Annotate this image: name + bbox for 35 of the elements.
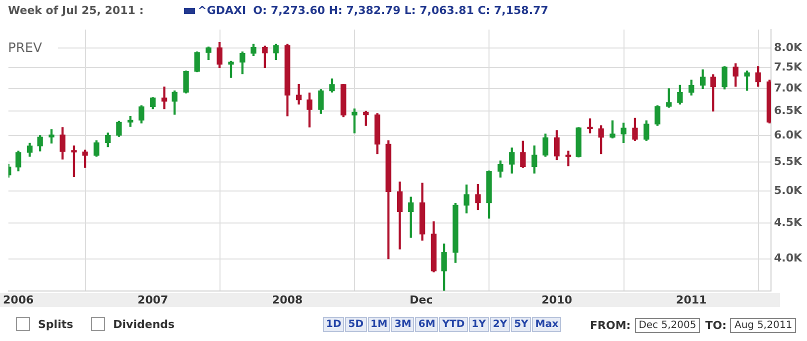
text: Aug 5,2011 bbox=[730, 318, 796, 333]
text: 5D bbox=[345, 317, 367, 332]
text: FROM: bbox=[590, 319, 631, 332]
annotation: PREV bbox=[2, 36, 58, 61]
x-tick-label: 2006 bbox=[3, 293, 34, 306]
y-tick-label: 8.0K bbox=[774, 40, 802, 54]
text: Splits bbox=[37, 317, 74, 331]
x-tick-label: 2007 bbox=[138, 293, 168, 306]
y-tick-label: 4.5K bbox=[774, 216, 802, 229]
text: 1D bbox=[323, 317, 344, 332]
y-tick-label: 5.0K bbox=[774, 184, 802, 197]
y-tick-label: 7.0K bbox=[774, 81, 802, 94]
text: Dec 5,2005 bbox=[634, 318, 700, 333]
y-tick-label: 6.5K bbox=[774, 104, 802, 118]
text: 5Y bbox=[511, 317, 532, 332]
text: 6M bbox=[415, 317, 438, 332]
y-tick-label: 4.0K bbox=[774, 252, 802, 265]
text: 1Y bbox=[468, 317, 489, 332]
y-tick-label: 5.5K bbox=[774, 154, 802, 168]
text: 2Y bbox=[490, 317, 510, 332]
chart-title: Week of Jul 25, 2011 : bbox=[8, 4, 144, 17]
text: Dividends bbox=[112, 317, 175, 331]
text: 3M bbox=[391, 317, 414, 332]
text: YTD bbox=[439, 317, 468, 332]
text: ^GDAXI bbox=[198, 4, 246, 17]
x-tick-label: Dec bbox=[410, 293, 433, 306]
text: TO: bbox=[705, 319, 726, 332]
y-tick-label: 7.5K bbox=[774, 60, 802, 74]
x-tick-label: 2011 bbox=[676, 293, 707, 306]
chart-subtitle: O: 7,273.60 H: 7,382.79 L: 7,063.81 C: 7,158.77 bbox=[253, 4, 548, 17]
y-tick-label: 6.0K bbox=[774, 128, 802, 142]
x-tick-label: 2008 bbox=[272, 293, 303, 306]
text: 1M bbox=[368, 317, 390, 332]
x-tick-label: 2010 bbox=[542, 293, 572, 306]
text: Max bbox=[532, 317, 562, 332]
